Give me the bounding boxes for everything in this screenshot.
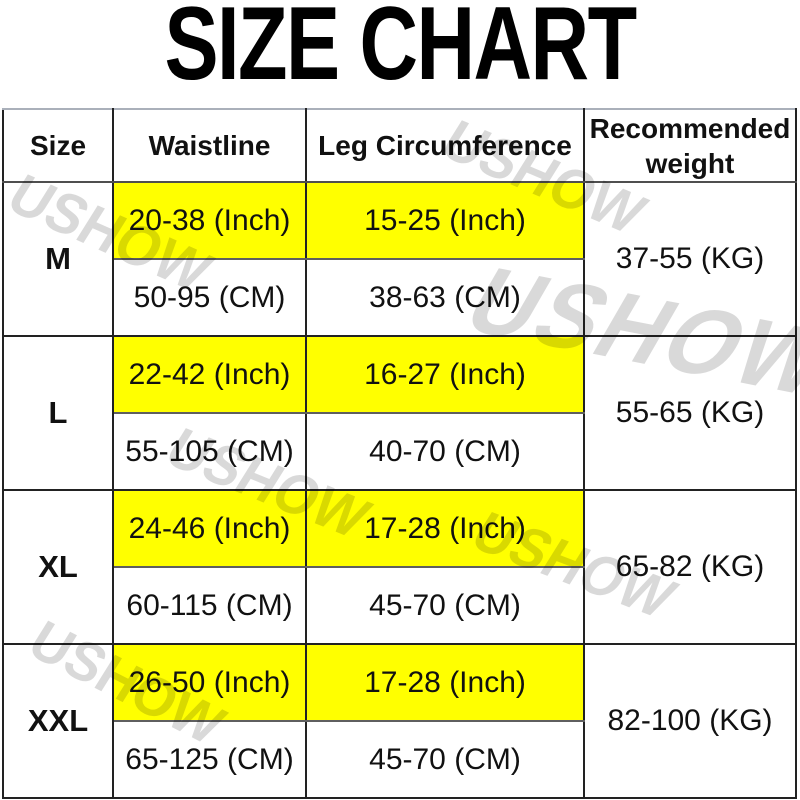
cell-l-leg-cm: 40-70 (CM) — [305, 412, 585, 491]
cell-xl-leg-inch: 17-28 (Inch) — [305, 489, 585, 568]
cell-m-leg-cm: 38-63 (CM) — [305, 258, 585, 337]
cell-l-leg-inch: 16-27 (Inch) — [305, 335, 585, 414]
header-leg-circumference: Leg Circumference — [305, 108, 585, 183]
cell-xxl-waist-inch: 26-50 (Inch) — [112, 643, 307, 722]
row-xl-inch: XL 24-46 (Inch) 17-28 (Inch) 65-82 (KG) — [2, 489, 797, 645]
cell-xxl-weight: 82-100 (KG) — [583, 643, 797, 799]
cell-xxl-waist-cm: 65-125 (CM) — [112, 720, 307, 799]
row-l-cm: 55-105 (CM) 40-70 (CM) — [3, 412, 796, 491]
cell-xl-waist-inch: 24-46 (Inch) — [112, 489, 307, 568]
cell-xl-weight: 65-82 (KG) — [583, 489, 797, 645]
header-row: Size Waistline Leg Circumference Recomme… — [2, 108, 797, 183]
cell-size-xxl: XXL — [2, 643, 114, 799]
row-l-inch: L 22-42 (Inch) 16-27 (Inch) 55-65 (KG) — [2, 335, 797, 491]
page-title: SIZE CHART — [164, 0, 637, 102]
cell-size-xl: XL — [2, 489, 114, 645]
row-xl-cm: 60-115 (CM) 45-70 (CM) — [3, 566, 796, 645]
cell-m-weight: 37-55 (KG) — [583, 181, 797, 337]
cell-m-waist-cm: 50-95 (CM) — [112, 258, 307, 337]
cell-xl-leg-cm: 45-70 (CM) — [305, 566, 585, 645]
cell-m-waist-inch: 20-38 (Inch) — [112, 181, 307, 260]
cell-m-leg-inch: 15-25 (Inch) — [305, 181, 585, 260]
cell-size-l: L — [2, 335, 114, 491]
header-size: Size — [2, 108, 114, 183]
row-m-inch: M 20-38 (Inch) 15-25 (Inch) 37-55 (KG) — [2, 181, 797, 337]
cell-l-waist-cm: 55-105 (CM) — [112, 412, 307, 491]
cell-l-weight: 55-65 (KG) — [583, 335, 797, 491]
row-xxl-inch: XXL 26-50 (Inch) 17-28 (Inch) 82-100 (KG… — [2, 643, 797, 799]
header-waistline: Waistline — [112, 108, 307, 183]
cell-xxl-leg-cm: 45-70 (CM) — [305, 720, 585, 799]
cell-xl-waist-cm: 60-115 (CM) — [112, 566, 307, 645]
header-recommended-weight: Recommended weight — [583, 108, 797, 183]
row-xxl-cm: 65-125 (CM) 45-70 (CM) — [3, 720, 796, 799]
cell-size-m: M — [2, 181, 114, 337]
cell-l-waist-inch: 22-42 (Inch) — [112, 335, 307, 414]
cell-xxl-leg-inch: 17-28 (Inch) — [305, 643, 585, 722]
size-table: Size Waistline Leg Circumference Recomme… — [2, 108, 797, 799]
row-m-cm: 50-95 (CM) 38-63 (CM) — [3, 258, 796, 337]
